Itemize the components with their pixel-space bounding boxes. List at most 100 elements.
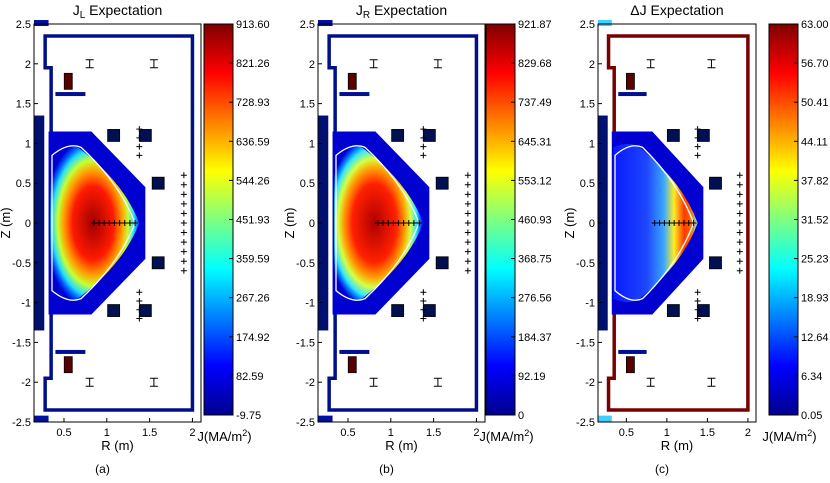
colorbar-tick-label: 728.93 <box>236 97 270 109</box>
ytick-label: 2 <box>25 59 31 71</box>
probe-21 <box>420 152 427 159</box>
ytick-label: -0.5 <box>12 258 31 270</box>
probe-3 <box>101 220 108 226</box>
probe-26 <box>694 306 701 313</box>
panel-label: (b) <box>379 462 394 476</box>
sensor-marker-2 <box>707 59 716 69</box>
coil-2 <box>422 129 436 142</box>
probe-10 <box>180 267 187 274</box>
probe-10 <box>736 267 743 274</box>
probe-9 <box>690 220 697 226</box>
probe-12 <box>180 248 187 255</box>
y-axis-label: Z (m) <box>0 207 13 238</box>
xtick-label: 2 <box>473 427 479 439</box>
coil-5 <box>422 304 436 317</box>
sensor-marker-3 <box>646 377 655 387</box>
sensor-marker-2 <box>433 59 442 69</box>
probe-25 <box>420 315 427 322</box>
coil-4 <box>435 256 449 270</box>
y-axis-label: Z (m) <box>562 207 577 238</box>
probe-19 <box>736 181 743 188</box>
probe-20 <box>464 172 471 179</box>
ytick-label: -0.5 <box>576 258 595 270</box>
probe-3 <box>385 220 392 226</box>
ytick-label: 0.5 <box>16 178 31 190</box>
colorbar-tick-label: 544.26 <box>236 175 270 187</box>
ytick-label: 1 <box>309 138 315 150</box>
xtick-label: 0.5 <box>56 427 71 439</box>
probe-9 <box>132 220 139 226</box>
coil-5 <box>696 304 710 317</box>
colorbar-tick-label: 0 <box>518 410 524 422</box>
coil-6 <box>391 304 405 317</box>
divertor-plate-1 <box>339 92 370 97</box>
coil-4 <box>709 256 722 270</box>
ytick-label: -1 <box>305 298 315 310</box>
probe-27 <box>694 298 701 305</box>
colorbar-tick-label: 636.59 <box>236 136 270 148</box>
probe-17 <box>180 200 187 207</box>
coil-3 <box>435 176 449 190</box>
probe-10 <box>464 267 471 274</box>
coil-6 <box>107 304 121 317</box>
probe-7 <box>121 220 128 226</box>
ytick-label: 1 <box>589 138 595 150</box>
divertor-coil-2 <box>347 356 357 374</box>
colorbar-tick-label: 737.49 <box>518 97 552 109</box>
divertor-plate-1 <box>55 92 86 97</box>
probe-1 <box>90 220 97 226</box>
coil-4 <box>151 256 165 270</box>
divertor-plate-1 <box>618 92 647 97</box>
sensor-marker-2 <box>149 59 158 69</box>
colorbar-tick-label: 174.92 <box>236 332 270 344</box>
probe-6 <box>400 220 407 226</box>
probe-15 <box>180 220 187 226</box>
coil-1 <box>391 129 405 142</box>
probe-26 <box>420 306 427 313</box>
divertor-plate-2 <box>618 349 647 354</box>
coil-3 <box>151 176 165 190</box>
coil-2 <box>138 129 152 142</box>
colorbar-tick-label: 56.70 <box>801 58 829 70</box>
sensor-marker-4 <box>433 377 442 387</box>
top-marker <box>34 20 49 27</box>
probe-22 <box>136 143 143 150</box>
probe-28 <box>136 289 143 296</box>
colorbar-label: J(MA/m2) <box>762 428 816 444</box>
probe-11 <box>464 258 471 265</box>
xtick-label: 1 <box>104 427 110 439</box>
colorbar-tick-label: 267.26 <box>236 293 270 305</box>
divertor-plate-2 <box>339 349 370 354</box>
colorbar <box>485 23 516 416</box>
ytick-label: -0.5 <box>296 258 315 270</box>
probe-27 <box>420 298 427 305</box>
ytick-label: -1.5 <box>296 337 315 349</box>
xtick-label: 1 <box>388 427 394 439</box>
x-axis-label: R (m) <box>661 438 694 453</box>
probe-1 <box>374 220 381 226</box>
colorbar-tick-label: 921.87 <box>518 19 552 31</box>
probe-4 <box>106 220 113 226</box>
probe-14 <box>736 229 743 236</box>
divertor-coil-1 <box>347 72 357 90</box>
sensor-marker-3 <box>369 377 378 387</box>
ytick-label: 2 <box>309 59 315 71</box>
colorbar-tick-label: 451.93 <box>236 215 270 227</box>
probe-2 <box>380 220 387 226</box>
xtick-label: 1.5 <box>426 427 441 439</box>
panel-label: (a) <box>95 462 110 476</box>
colorbar-tick-label: 6.34 <box>801 371 822 383</box>
panel-1: 2.5 2 1.5 1 0.5 0 -0.5 -1 -1.5 -2 -2.5 0.5 1 1.5 2 R (m… <box>0 2 270 476</box>
vessel-wall <box>43 34 195 412</box>
probe-28 <box>694 289 701 296</box>
probe-27 <box>136 298 143 305</box>
colorbar-tick-label: 460.93 <box>518 215 552 227</box>
ytick-label: 0.5 <box>300 178 315 190</box>
probe-8 <box>126 220 133 226</box>
probe-18 <box>464 191 471 198</box>
x-axis-label: R (m) <box>385 438 418 453</box>
probe-14 <box>464 229 471 236</box>
colorbar-tick-label: 25.23 <box>801 254 829 266</box>
divertor-coil-2 <box>63 356 73 374</box>
